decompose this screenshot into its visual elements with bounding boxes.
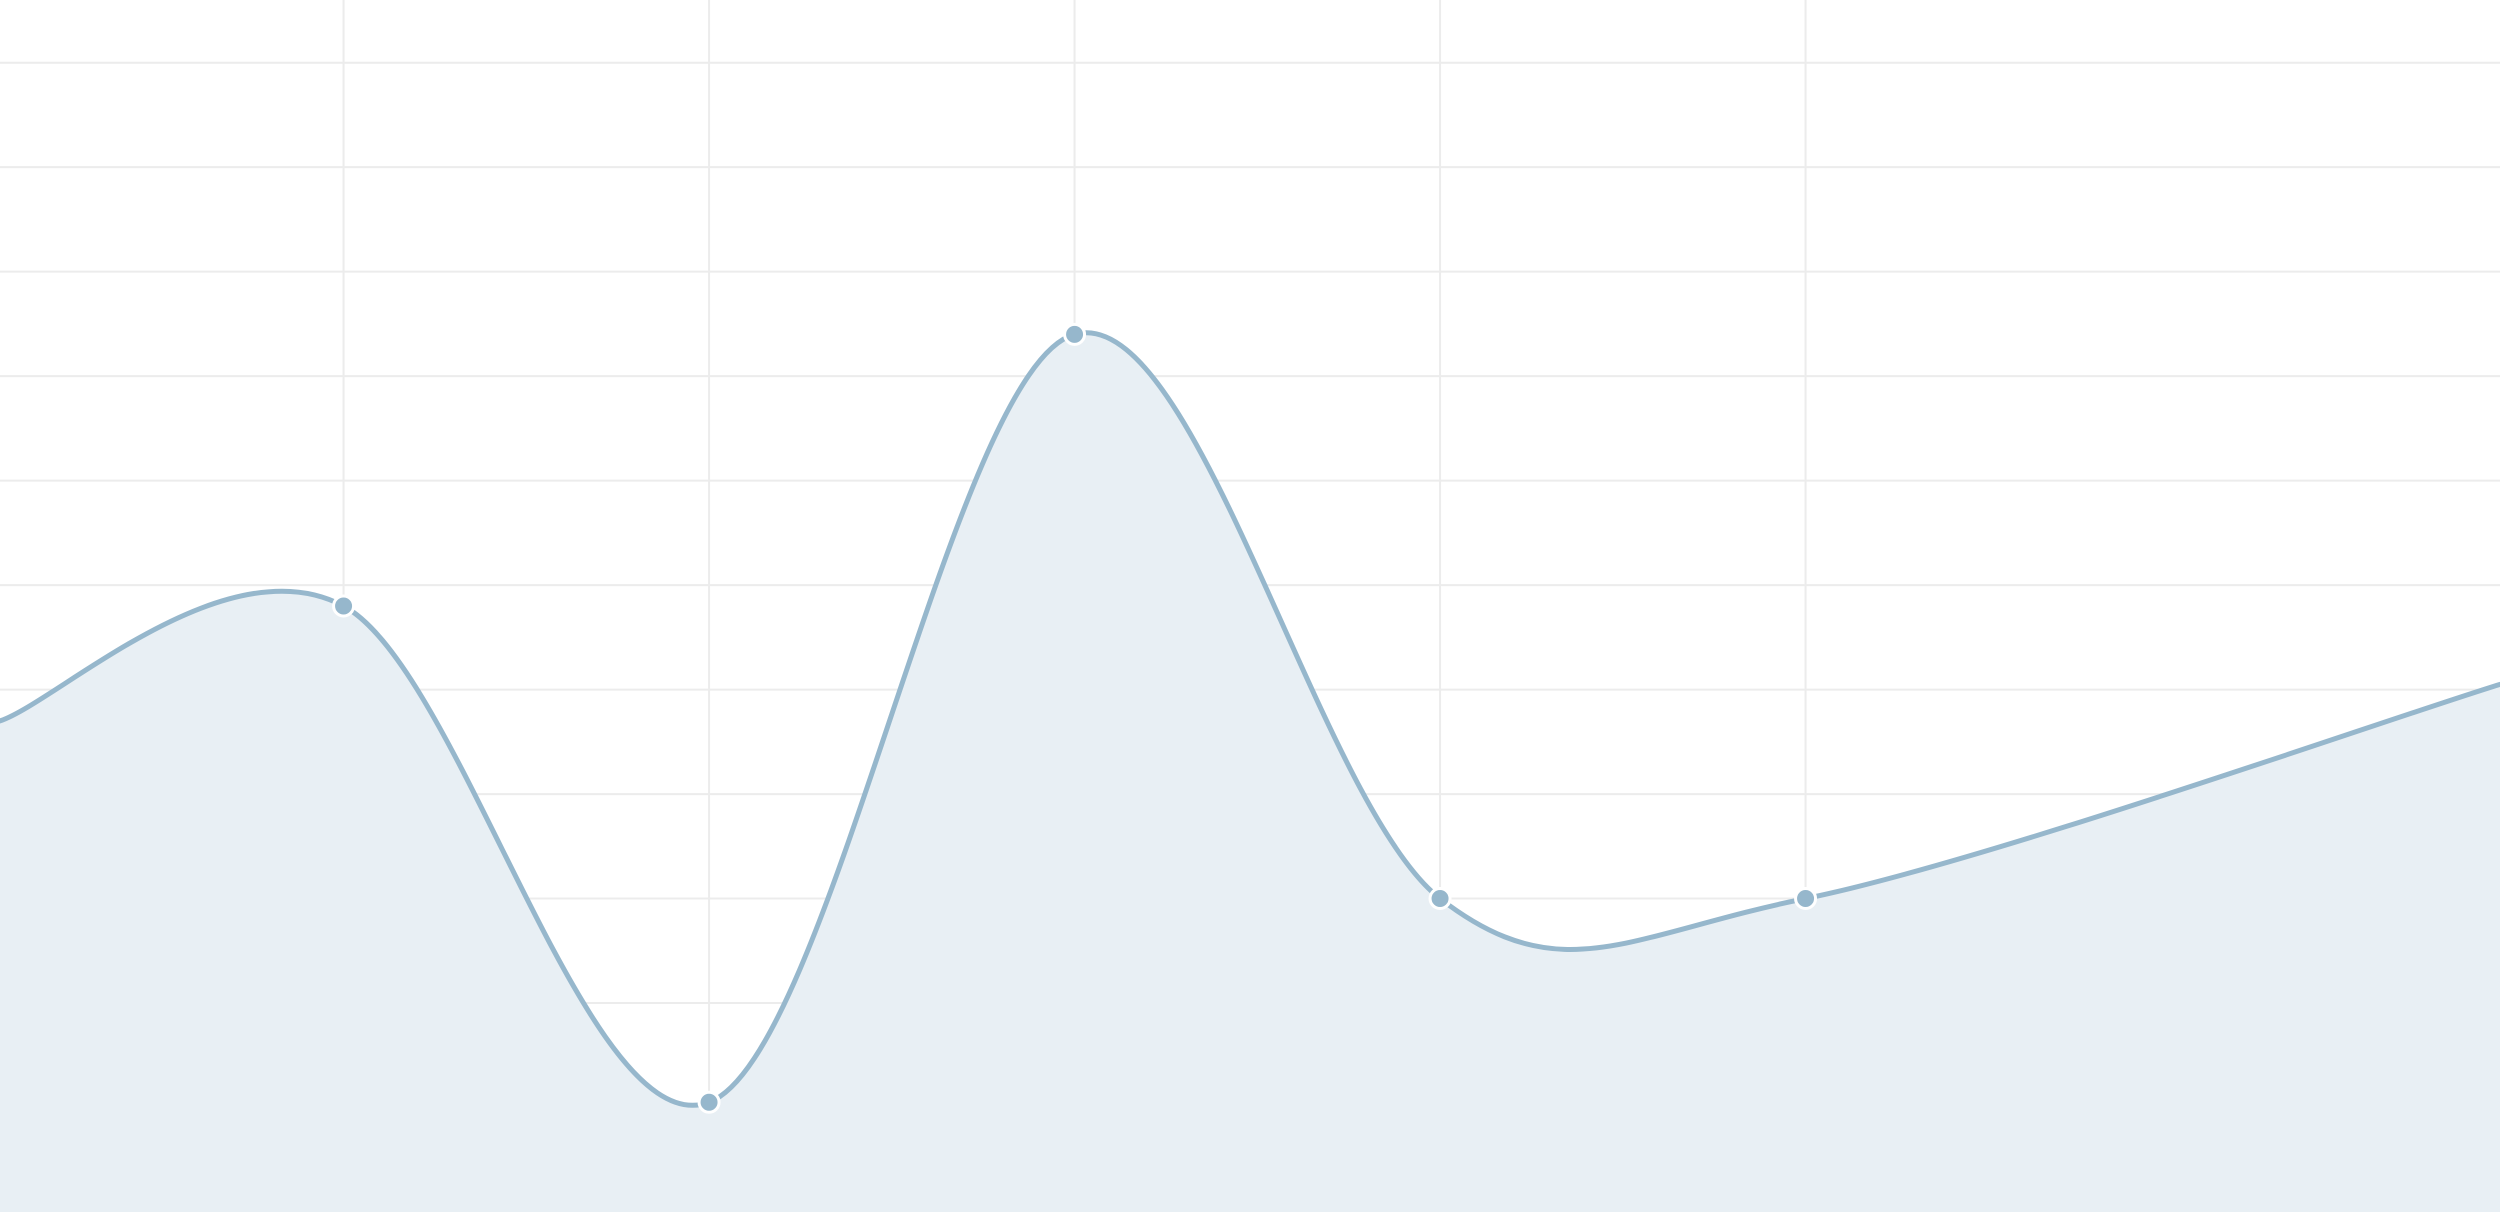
data-point-marker bbox=[1428, 887, 1452, 911]
data-point-marker bbox=[1063, 322, 1087, 346]
data-point-marker bbox=[1794, 887, 1818, 911]
data-point-marker bbox=[332, 594, 356, 618]
area-layer bbox=[0, 332, 2500, 1212]
series-area bbox=[0, 332, 2500, 1212]
marker-layer bbox=[332, 322, 1818, 1114]
data-point-marker bbox=[697, 1090, 721, 1114]
